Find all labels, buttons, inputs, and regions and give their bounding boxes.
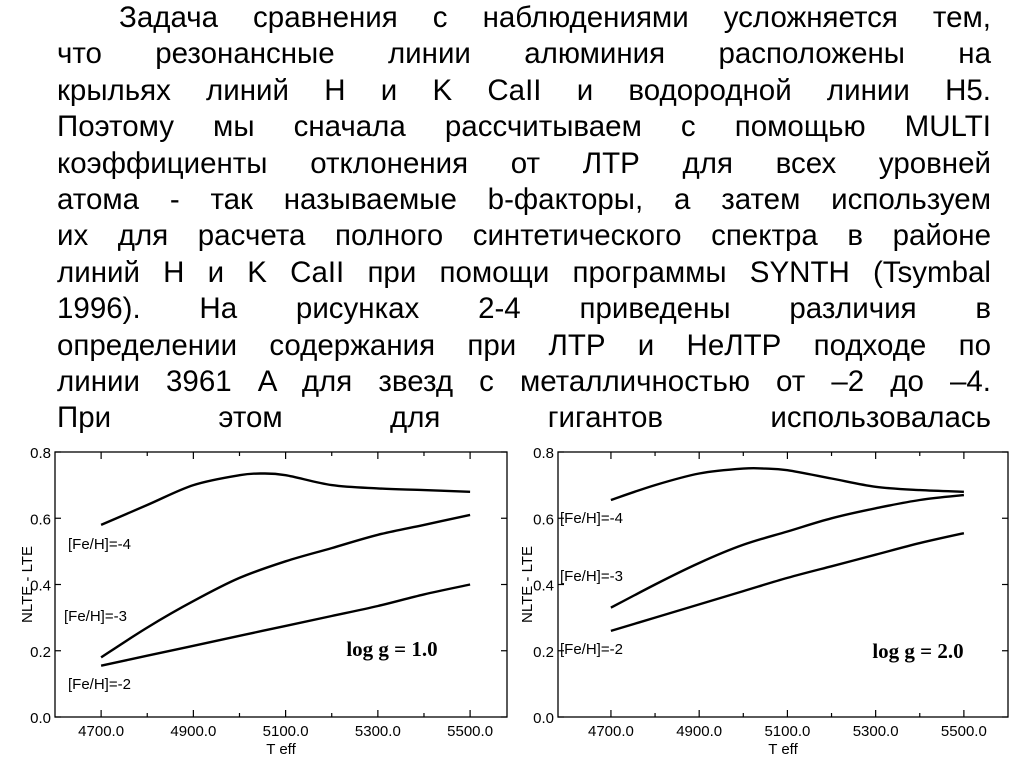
series-label: [Fe/H]=-4 [560,510,623,527]
paragraph-line: крыльях линий H и K CaII и водородной ли… [57,73,991,107]
x-tick-label: 4700.0 [588,723,634,740]
y-tick-label: 0.6 [30,511,51,528]
paragraph-line: При этом для гигантов использовалась [57,401,991,435]
x-tick-label: 5300.0 [853,723,899,740]
paragraph-line: 1996). На рисунках 2-4 приведены различи… [57,292,991,326]
series-line [100,583,471,667]
x-tick-label: 5300.0 [355,723,401,740]
x-tick-label: 4900.0 [170,723,216,740]
paragraph-line: линии 3961 A для звезд с металличностью … [57,364,991,398]
x-tick-label: 5500.0 [447,723,493,740]
series-line [100,472,471,527]
x-tick-label: 5500.0 [941,723,987,740]
series-line [100,513,471,659]
paragraph-line: атома - так называемые b-факторы, а зате… [57,182,991,216]
series-label: [Fe/H]=-3 [560,568,623,585]
log-g-annotation: log g = 1.0 [346,637,437,661]
paragraph-line: Поэтому мы сначала рассчитываем с помощь… [57,110,991,144]
x-axis-label: T eff [768,741,798,758]
y-tick-label: 0.4 [30,578,51,595]
x-axis-label: T eff [266,741,296,758]
paragraph-line: определении содержания при ЛТР и НеЛТР п… [57,328,991,362]
y-tick-label: 0.2 [533,644,554,661]
series-line [610,493,965,609]
y-tick-label: 0.8 [533,445,554,462]
y-tick-label: 0.0 [533,710,554,727]
paragraph-line: их для расчета полного синтетического сп… [57,219,991,253]
x-tick-label: 5100.0 [764,723,810,740]
y-tick-label: 0.4 [533,578,554,595]
log-g-annotation: log g = 2.0 [872,639,963,663]
y-tick-label: 0.0 [30,710,51,727]
series-label: [Fe/H]=-2 [68,676,131,693]
series-label: [Fe/H]=-2 [560,641,623,658]
y-axis-label: NLTE - LTE [519,546,536,623]
series-label: [Fe/H]=-4 [68,536,131,553]
x-tick-label: 4700.0 [78,723,124,740]
x-tick-label: 5100.0 [263,723,309,740]
y-tick-label: 0.8 [30,445,51,462]
chart-logg-2: 0.0 0.2 0.4 0.6 0.8 4700.0 4900.0 5100.0 5300.0 5… [519,445,1009,758]
chart-logg-1: 0.0 0.2 0.4 0.6 0.8 4700.0 4900.0 5100.0 5300.0 5… [19,445,508,758]
series-line [610,532,965,633]
y-tick-label: 0.6 [533,511,554,528]
paragraph-line: что резонансные линии алюминия расположе… [57,37,991,71]
paragraph-line: коэффициенты отклонения от ЛТР для всех … [57,146,991,180]
y-axis-label: NLTE - LTE [19,546,36,623]
series-label: [Fe/H]=-3 [64,608,127,625]
y-tick-label: 0.2 [30,644,51,661]
x-tick-label: 4900.0 [676,723,722,740]
series-line [610,466,964,502]
paragraph-line: линий H и K CaII при помощи программы SY… [57,255,991,289]
paragraph-line: Задача сравнения с наблюдениями усложняе… [119,1,991,34]
paragraph-text: Задача сравнения с наблюдениями усложняе… [57,0,991,437]
